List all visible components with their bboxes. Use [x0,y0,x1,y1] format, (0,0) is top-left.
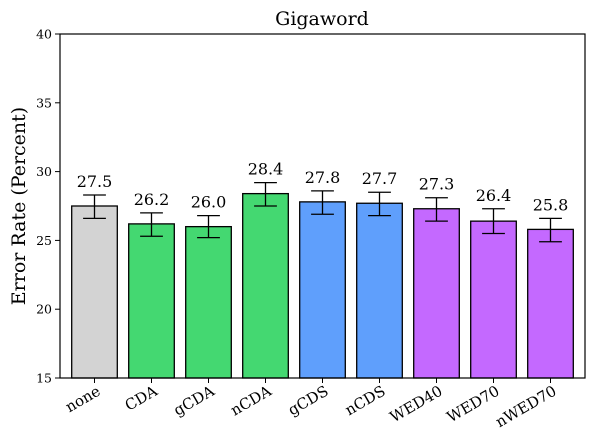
y-tick-label: 30 [36,164,52,179]
y-tick-label: 25 [36,233,52,248]
chart-title: Gigaword [275,8,369,30]
bar [185,225,232,379]
x-tick-label: WED40 [387,382,446,426]
bar [299,201,346,379]
bar [356,202,403,379]
data-label: 26.2 [134,190,170,209]
x-tick-label: none [62,382,103,416]
bar [413,208,460,379]
x-tick-label: nWED70 [492,382,559,431]
y-axis-label: Error Rate (Percent) [8,107,30,305]
x-tick-label: gCDA [170,382,217,420]
data-label: 26.4 [476,186,512,205]
y-tick-label: 20 [36,302,52,317]
bar [71,205,118,379]
bar [527,228,574,379]
bar [470,220,517,379]
x-tick-label: gCDS [285,382,332,419]
data-label: 27.8 [305,168,341,187]
plot-marks: 15 20 25 30 35 40 27.5 none 26.2 CDA 26.0 gCDA 28.4 n… [36,27,574,431]
x-tick-label: CDA [122,382,161,415]
y-tick-label: 35 [36,95,52,110]
data-label: 26.0 [191,193,227,212]
y-tick-label: 15 [36,371,52,386]
x-tick-label: nCDS [342,382,389,419]
bar [242,192,289,379]
x-tick-label: nCDA [227,382,274,420]
data-label: 27.3 [419,175,455,194]
data-label: 27.5 [77,172,113,191]
bar [128,223,175,379]
data-label: 28.4 [248,160,284,179]
y-tick-label: 40 [36,27,52,42]
data-label: 27.7 [362,169,398,188]
data-label: 25.8 [533,195,569,214]
plot-frame [59,33,586,379]
